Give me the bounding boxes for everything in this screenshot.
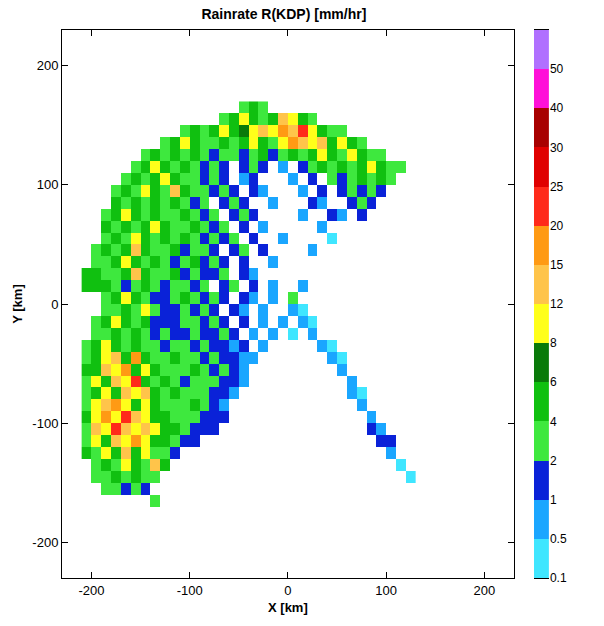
svg-text:20: 20 [550, 219, 564, 233]
svg-text:1: 1 [550, 493, 557, 507]
svg-text:Y [km]: Y [km] [10, 284, 25, 324]
svg-text:0.5: 0.5 [550, 532, 567, 546]
svg-text:0: 0 [284, 583, 291, 598]
svg-text:8: 8 [550, 336, 557, 350]
svg-text:2: 2 [550, 454, 557, 468]
svg-text:40: 40 [550, 101, 564, 115]
svg-text:200: 200 [37, 58, 59, 73]
svg-text:4: 4 [550, 415, 557, 429]
svg-text:-200: -200 [78, 583, 104, 598]
svg-text:100: 100 [375, 583, 397, 598]
svg-text:100: 100 [37, 177, 59, 192]
svg-text:-100: -100 [32, 416, 58, 431]
svg-text:6: 6 [550, 375, 557, 389]
svg-text:12: 12 [550, 297, 564, 311]
svg-text:-100: -100 [177, 583, 203, 598]
svg-text:-200: -200 [32, 535, 58, 550]
svg-text:Rainrate R(KDP) [mm/hr]: Rainrate R(KDP) [mm/hr] [201, 6, 366, 22]
svg-text:15: 15 [550, 258, 564, 272]
svg-text:0: 0 [51, 297, 58, 312]
svg-text:50: 50 [550, 62, 564, 76]
svg-text:25: 25 [550, 180, 564, 194]
svg-text:0.1: 0.1 [550, 571, 567, 585]
svg-text:X [km]: X [km] [268, 600, 308, 615]
svg-text:30: 30 [550, 141, 564, 155]
svg-text:200: 200 [473, 583, 495, 598]
